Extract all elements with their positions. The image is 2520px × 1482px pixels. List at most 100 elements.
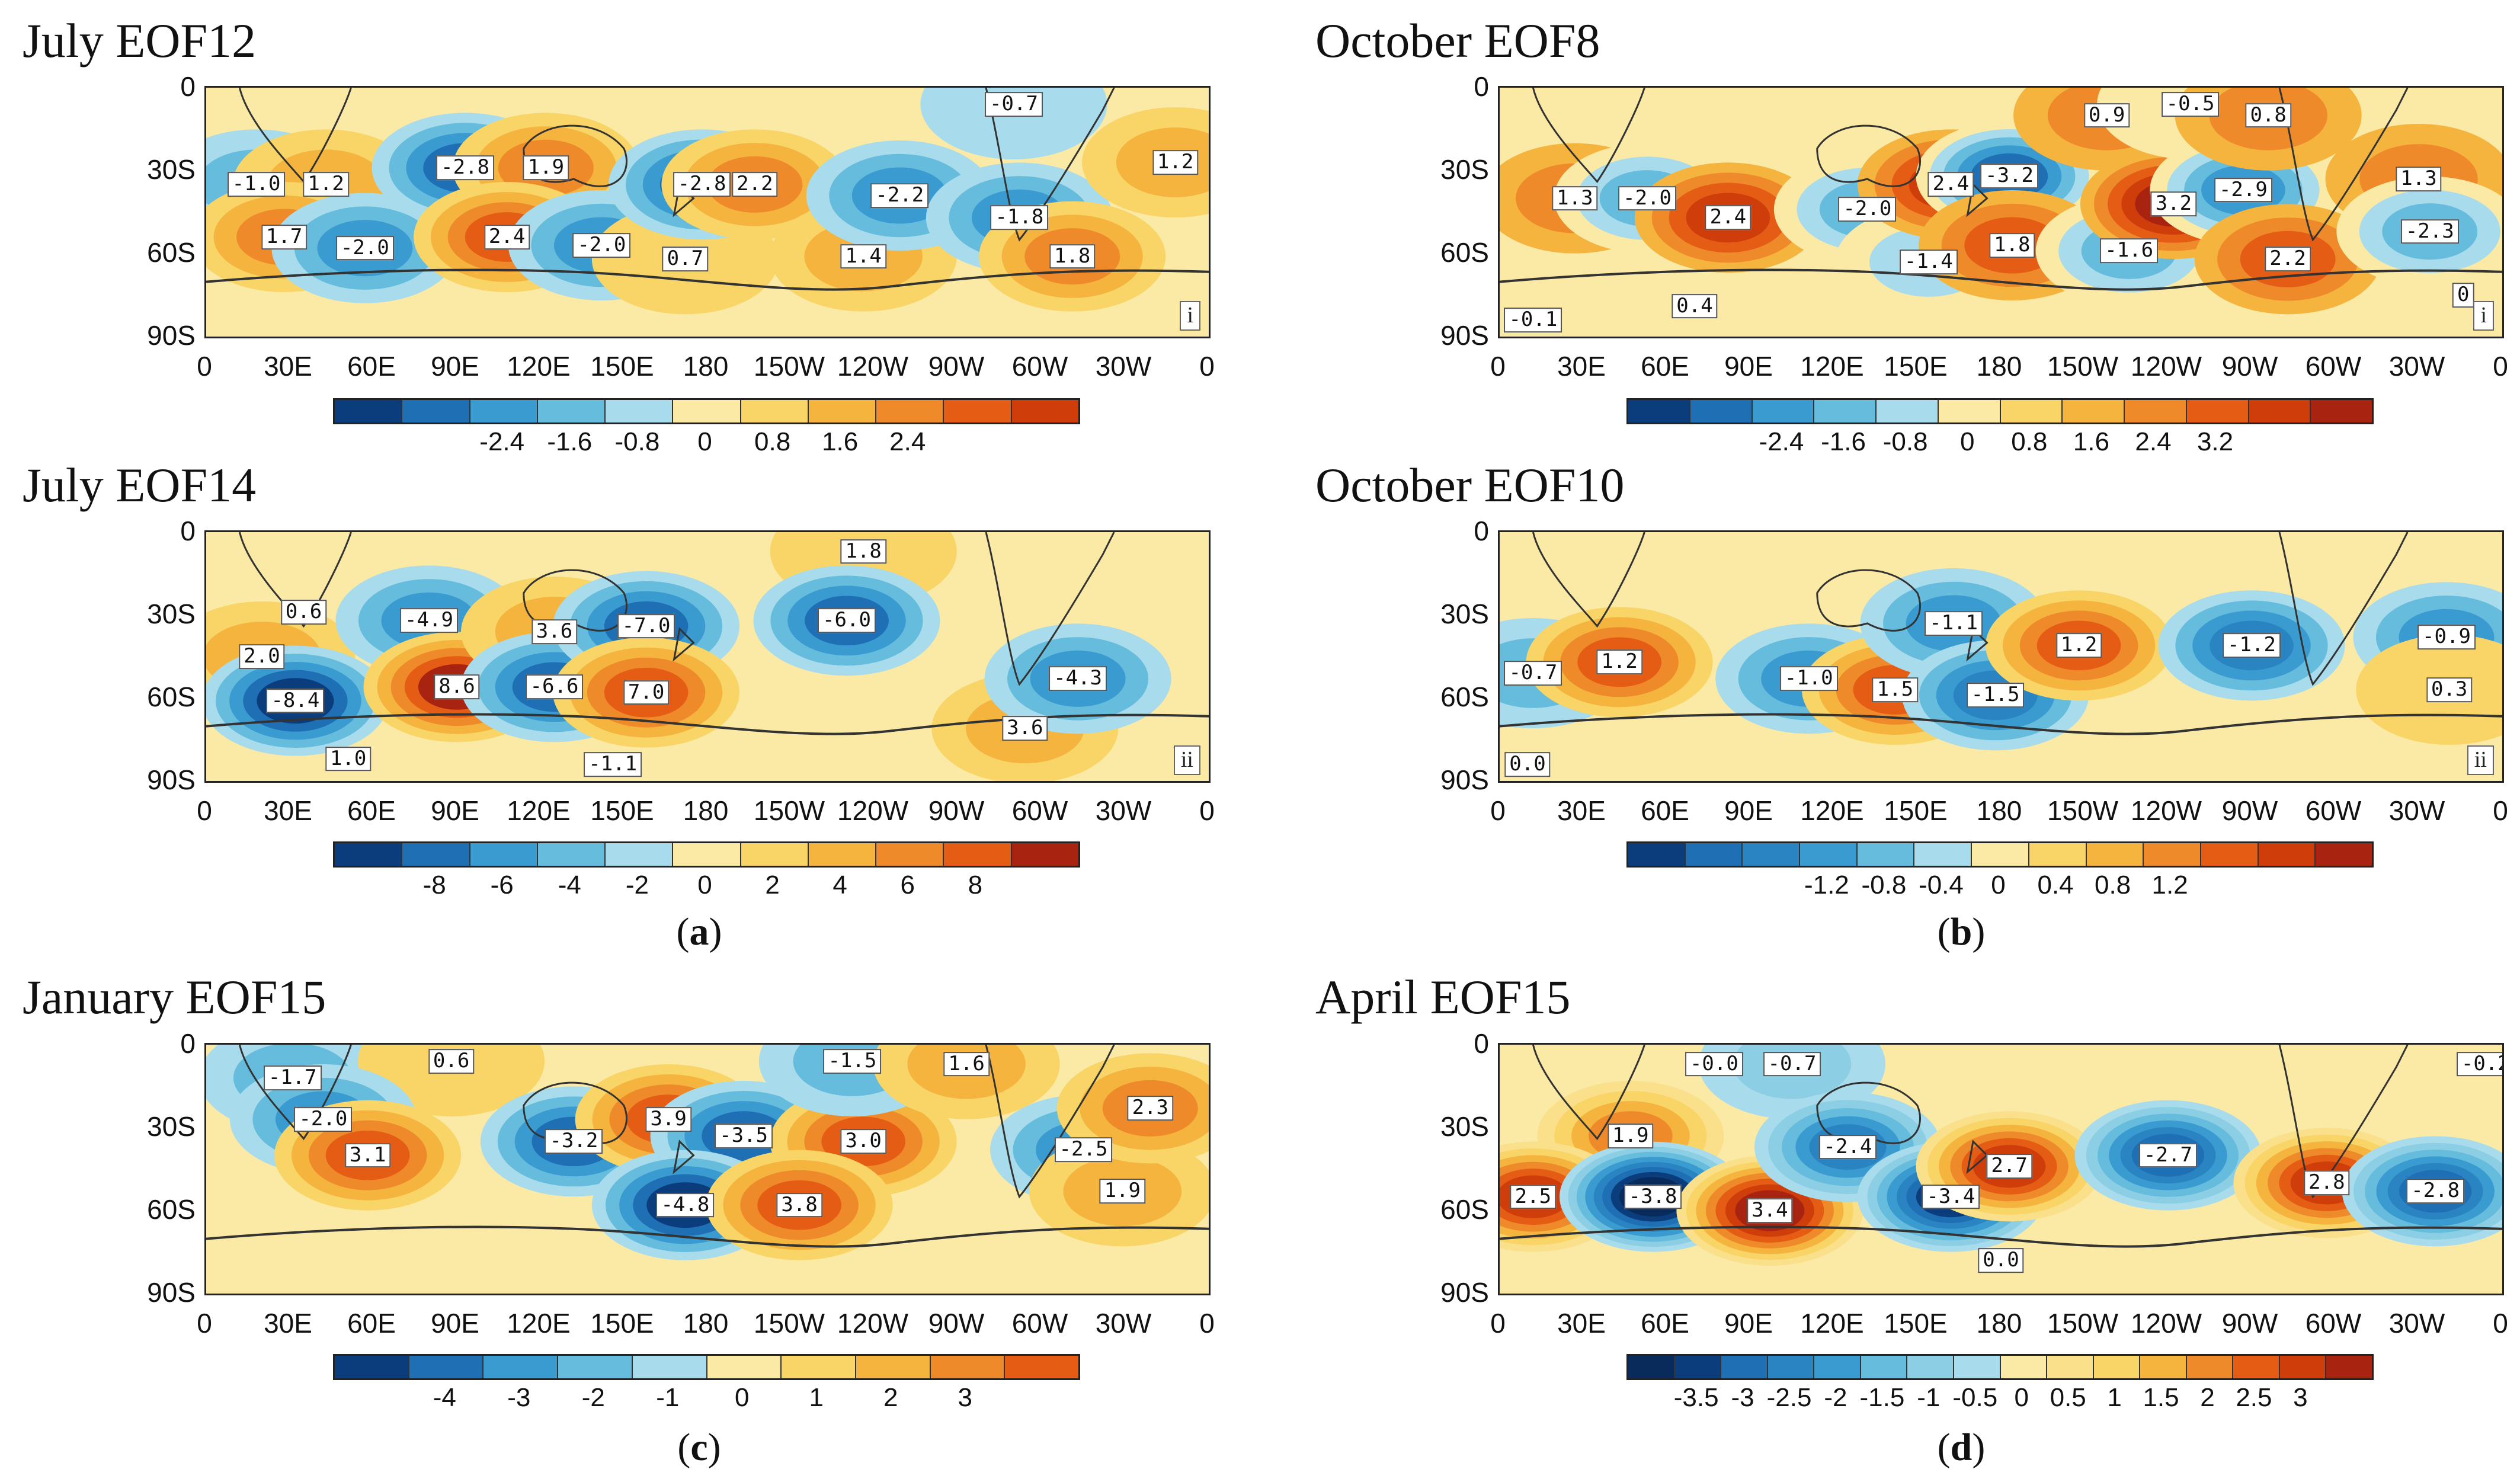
colorbar-swatch [2000,1356,2048,1378]
x-tick-label: 180 [683,351,729,382]
colorbar-tick-label: 2.4 [2135,427,2172,456]
value-label: 1.3 [1552,185,1598,211]
field-shading [1500,532,2502,751]
panel-number: ii [2467,745,2494,775]
y-tick-label: 90S [1440,1277,1489,1308]
colorbar-tick-label: -3.5 [1673,1383,1719,1412]
x-tick-label: 0 [197,351,212,382]
value-label: -0.0 [1685,1051,1743,1077]
value-label: 8.6 [434,674,480,700]
colorbar-swatch [1674,1356,1722,1378]
panel-title: April EOF15 [1315,970,1571,1024]
colorbar-swatch [2140,1356,2187,1378]
colorbar-swatch [2144,843,2201,866]
colorbar-swatch [930,1356,1006,1378]
colorbar-swatch [2316,843,2372,866]
colorbar-tick-label: 1 [2107,1383,2122,1412]
x-tick-label: 60W [1011,795,1068,826]
x-tick-label: 0 [1199,351,1215,382]
x-tick-label: 90E [1724,1308,1773,1339]
colorbar-tick-label: -8 [422,870,446,900]
colorbar [1626,1354,2374,1380]
colorbar-tick-label: 0 [697,427,712,456]
y-tick-label: 60S [1440,681,1489,712]
colorbar-tick-label: -1.6 [547,427,593,456]
value-label: -2.8 [2406,1179,2465,1204]
x-tick-label: 120W [837,795,909,826]
value-label: -2.8 [673,172,731,197]
colorbar-tick-label: -1 [1917,1383,1941,1412]
colorbar-tick-label: 2 [2200,1383,2215,1412]
x-tick-label: 150E [1884,1308,1948,1339]
subfigure-letter: b [1950,910,1973,953]
colorbar-swatch [1857,843,1915,866]
colorbar-swatch [1628,400,1690,422]
value-label: -3.4 [1922,1184,1980,1209]
value-label: -1.0 [1779,666,1838,692]
colorbar-swatch [876,400,944,422]
colorbar-tick-label: 0 [1991,870,2006,900]
x-tick-label: 90E [431,1308,479,1339]
x-tick-label: 120E [1800,795,1864,826]
x-tick-label: 150E [1884,351,1948,382]
x-tick-label: 150E [590,795,654,826]
value-label: -2.0 [335,235,394,261]
anomaly-contour [920,88,1107,159]
colorbar-tick-label: 2.5 [2236,1383,2272,1412]
colorbar-tick-label: -1.2 [1804,870,1849,900]
x-tick-label: 90W [928,1308,985,1339]
colorbar-tick-label: -0.8 [1861,870,1907,900]
colorbar-swatch [1861,1356,1908,1378]
value-label: -2.2 [870,183,929,208]
value-label: 0.0 [1978,1248,2024,1273]
x-tick-label: 0 [1490,351,1506,382]
x-tick-label: 0 [2493,351,2508,382]
y-tick-label: 60S [147,681,196,712]
y-tick-label: 90S [1440,320,1489,351]
y-tick-label: 60S [147,237,196,268]
colorbar-swatch [2086,843,2144,866]
x-tick-label: 60W [2305,1308,2362,1339]
colorbar-swatch [1628,1356,1675,1378]
value-label: -2.0 [1838,197,1897,222]
x-tick-label: 90W [928,351,985,382]
subfigure-letter: c [690,1426,708,1469]
x-tick-label: 30W [1095,351,1152,382]
x-tick-label: 0 [1199,1308,1215,1339]
y-tick-label: 90S [1440,764,1489,795]
value-label: 1.8 [1049,244,1096,269]
colorbar-swatch [2201,843,2259,866]
panel-title: July EOF12 [23,14,257,68]
value-label: 7.0 [623,680,670,705]
subfigure-letter: d [1950,1426,1973,1469]
colorbar-swatch [1011,843,1078,866]
value-label: 0.0 [1504,752,1551,777]
x-tick-label: 30W [1095,795,1152,826]
x-tick-label: 90W [2221,1308,2278,1339]
colorbar-swatch [558,1356,633,1378]
value-label: 0.8 [2245,103,2291,128]
colorbar-swatch [335,1356,409,1378]
australia-coastline [1816,124,1921,187]
map-plot: -1.7 0.6 -2.0 3.1 -3.2 3.9 -3.5 -4.8 3.0 3.8 -1.5 1… [204,1043,1211,1295]
colorbar-tick-label: -6 [490,870,514,900]
value-label: 2.0 [239,644,285,669]
value-label: -0.9 [2417,625,2476,650]
x-tick-label: 120W [2130,351,2202,382]
value-label: -2.9 [2214,177,2272,203]
x-tick-label: 150E [1884,795,1948,826]
colorbar-tick-label: 6 [900,870,915,900]
map-plot: -1.0 1.2 1.7 -2.0 -2.8 1.9 2.4 -2.0 0.7 -2.8 2.2 1.… [204,86,1211,338]
value-label: -7.0 [617,613,675,639]
colorbar-tick-label: -1.5 [1859,1383,1905,1412]
y-tick-label: 90S [147,1277,196,1308]
new-zealand-coastline [1966,1139,1989,1174]
colorbar-swatch [537,400,606,422]
y-tick-label: 0 [180,71,196,102]
x-tick-label: 90E [431,795,479,826]
colorbar-swatch [335,843,403,866]
value-label: 0.3 [2426,677,2473,702]
x-tick-label: 0 [2493,1308,2508,1339]
y-tick-label: 30S [1440,1111,1489,1142]
